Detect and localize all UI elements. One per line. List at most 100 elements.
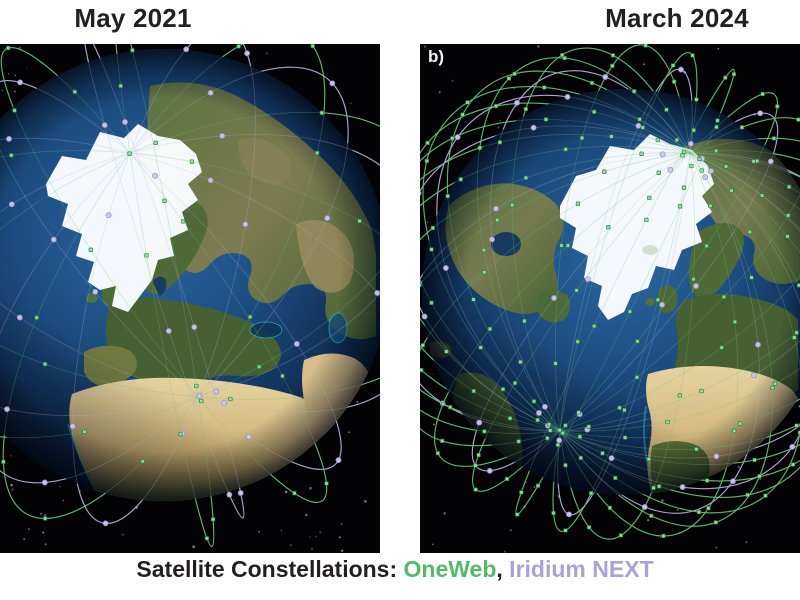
satellite-dot-oneweb	[796, 117, 800, 122]
satellite-dot-oneweb	[543, 117, 549, 122]
satellite-dot-iridium	[757, 110, 764, 117]
satellite-dot-oneweb	[672, 79, 677, 84]
satellite-dots	[1, 44, 380, 541]
satellite-dot-iridium	[667, 166, 674, 173]
satellite-dot-oneweb	[610, 63, 615, 68]
star	[62, 499, 65, 502]
orbit-track	[511, 47, 739, 537]
satellite-dot-oneweb	[729, 188, 734, 193]
star	[319, 531, 322, 534]
satellite-dot-oneweb	[622, 435, 628, 440]
satellite-dot-iridium	[486, 467, 493, 474]
satellite-dot-oneweb	[482, 270, 487, 275]
satellite-dot-iridium	[514, 99, 520, 106]
orbit-track	[0, 66, 349, 484]
satellite-dot-oneweb	[559, 243, 564, 248]
satellite-dot-oneweb	[794, 330, 799, 335]
satellite-dot-oneweb	[43, 516, 48, 521]
satellite-dot-oneweb	[759, 193, 765, 198]
orbit-track	[436, 94, 800, 490]
satellite-dot-oneweb	[88, 247, 93, 252]
satellite-dot-oneweb	[586, 424, 591, 429]
satellite-dot-iridium	[335, 457, 342, 464]
star	[661, 499, 664, 502]
satellite-dot-oneweb	[210, 517, 216, 522]
satellite-dot-iridium	[207, 89, 214, 96]
satellite-dot-oneweb	[715, 118, 720, 123]
satellite-dot-oneweb	[535, 483, 541, 488]
star	[311, 548, 313, 550]
satellite-dot-oneweb	[82, 429, 87, 434]
satellite-dot-oneweb	[236, 44, 241, 49]
satellite-dot-oneweb	[425, 140, 430, 146]
satellite-dot-oneweb	[634, 375, 640, 380]
satellite-dot-oneweb	[435, 451, 440, 456]
satellite-dot-oneweb	[786, 184, 792, 189]
star	[192, 545, 196, 549]
satellite-dot-oneweb	[588, 491, 594, 496]
satellite-dot-oneweb	[705, 478, 710, 483]
satellite-dot-oneweb	[204, 536, 210, 541]
star	[233, 499, 235, 501]
satellite-dot-iridium	[702, 174, 709, 181]
orbit-track	[420, 149, 800, 435]
orbit-track	[489, 70, 761, 514]
stars	[1, 46, 367, 552]
orbit-track	[434, 117, 800, 467]
satellite-dot-oneweb	[560, 52, 565, 58]
orbit-track	[113, 44, 215, 548]
satellite-dot-oneweb	[644, 217, 649, 223]
star	[533, 486, 536, 488]
satellite-dot-oneweb	[548, 428, 553, 433]
satellite-dot-oneweb	[775, 104, 780, 109]
satellite-dot-iridium	[421, 313, 428, 320]
satellite-dot-oneweb	[473, 487, 478, 492]
satellite-dot-oneweb	[708, 203, 713, 209]
orbit-track	[420, 137, 800, 447]
star	[426, 221, 429, 223]
satellite-dot-oneweb	[465, 100, 470, 105]
satellite-dot-oneweb	[535, 417, 540, 423]
earth-globe	[0, 49, 380, 501]
satellite-dot-oneweb	[632, 89, 637, 94]
satellite-dot-oneweb	[280, 373, 285, 379]
satellite-dot-iridium	[4, 406, 10, 413]
panel-letter-label-b: b)	[428, 47, 445, 66]
satellite-dot-oneweb	[785, 234, 790, 239]
star	[443, 512, 446, 515]
satellite-dot-oneweb	[565, 243, 571, 248]
satellite-dot-oneweb	[696, 509, 702, 515]
satellite-dot-oneweb	[721, 294, 727, 300]
star	[502, 73, 504, 75]
satellite-dot-oneweb	[189, 159, 195, 164]
satellite-dot-iridium	[493, 205, 499, 212]
star	[59, 485, 61, 488]
satellite-dot-oneweb	[578, 455, 583, 461]
satellite-dot-oneweb	[627, 309, 633, 314]
satellite-dot-iridium	[244, 50, 251, 57]
satellite-dot-oneweb	[677, 204, 683, 209]
satellite-dot-oneweb	[752, 457, 757, 463]
satellite-dot-oneweb	[637, 117, 642, 122]
satellite-dot-iridium	[207, 177, 214, 184]
satellite-dot-oneweb	[444, 349, 449, 354]
satellite-dot-iridium	[242, 221, 249, 228]
satellite-dot-oneweb	[510, 202, 515, 208]
satellite-dot-oneweb	[697, 156, 702, 162]
satellite-dot-iridium	[221, 400, 228, 407]
satellite-dot-oneweb	[34, 315, 39, 320]
satellite-dot-oneweb	[516, 439, 521, 444]
satellite-dot-oneweb	[706, 506, 711, 511]
satellite-dot-oneweb	[576, 410, 581, 415]
satellite-dot-iridium	[679, 484, 686, 491]
satellite-dot-iridium	[602, 74, 609, 80]
satellite-dot-iridium	[152, 172, 159, 179]
satellite-dot-iridium	[105, 212, 112, 219]
satellite-dots	[420, 44, 800, 539]
satellite-dot-iridium	[566, 511, 572, 518]
satellite-dot-oneweb	[420, 343, 425, 348]
satellite-dot-oneweb	[589, 80, 595, 86]
satellite-dot-iridium	[536, 410, 542, 416]
satellite-dot-oneweb	[162, 198, 167, 203]
satellite-dot-oneweb	[424, 158, 429, 164]
